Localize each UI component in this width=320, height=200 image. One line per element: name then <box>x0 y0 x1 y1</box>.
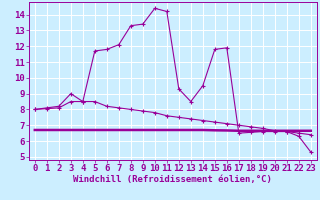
X-axis label: Windchill (Refroidissement éolien,°C): Windchill (Refroidissement éolien,°C) <box>73 175 272 184</box>
